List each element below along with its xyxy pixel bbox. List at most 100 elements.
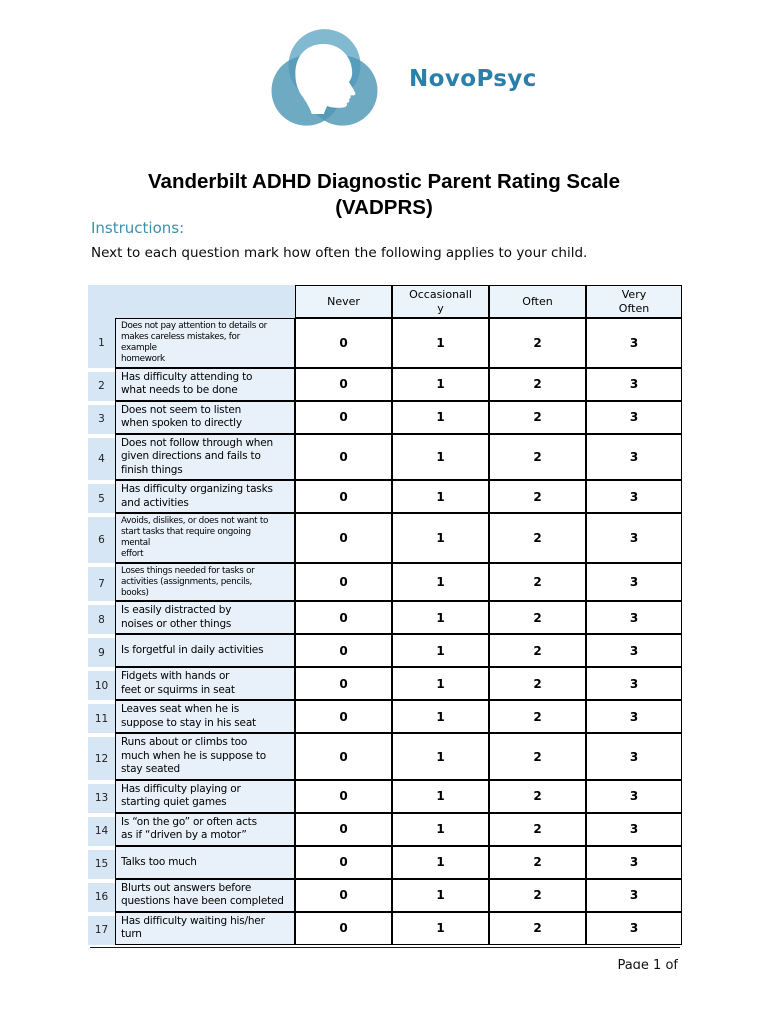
rating-cell-never[interactable]: 0 [295, 812, 392, 846]
table-row: 6 Avoids, dislikes, or does not want to … [88, 513, 682, 563]
rating-cell-occasionally[interactable]: 1 [392, 601, 489, 635]
rating-cell-occasionally[interactable]: 1 [392, 480, 489, 514]
rating-cell-never[interactable]: 0 [295, 480, 392, 514]
rating-cell-occasionally[interactable]: 1 [392, 513, 489, 563]
question-cell: Is easily distracted by noises or other … [115, 601, 295, 635]
rating-cell-very-often[interactable]: 3 [586, 480, 682, 514]
rating-cell-occasionally[interactable]: 1 [392, 400, 489, 434]
footer-rule [90, 947, 680, 948]
rating-cell-never[interactable]: 0 [295, 562, 392, 602]
table-row: 13 Has difficulty playing or starting qu… [88, 779, 682, 813]
column-header-very-often: Very Often [586, 285, 682, 318]
rating-cell-often[interactable]: 2 [489, 433, 586, 481]
rating-cell-often[interactable]: 2 [489, 513, 586, 563]
rating-cell-very-often[interactable]: 3 [586, 634, 682, 668]
table-row: 8 Is easily distracted by noises or othe… [88, 601, 682, 635]
rating-cell-very-often[interactable]: 3 [586, 513, 682, 563]
rating-cell-never[interactable]: 0 [295, 367, 392, 401]
header-row: Never Occasionall y Often Very Often [88, 285, 682, 318]
rating-cell-very-often[interactable]: 3 [586, 318, 682, 368]
rating-cell-occasionally[interactable]: 1 [392, 845, 489, 879]
rating-cell-occasionally[interactable]: 1 [392, 700, 489, 734]
rating-cell-often[interactable]: 2 [489, 779, 586, 813]
page-title-line2: (VADPRS) [335, 196, 433, 219]
rating-cell-very-often[interactable]: 3 [586, 367, 682, 401]
table-row: 10 Fidgets with hands or feet or squirms… [88, 667, 682, 701]
rating-cell-often[interactable]: 2 [489, 562, 586, 602]
table-row: 14 Is “on the go” or often acts as if “d… [88, 812, 682, 846]
row-number: 2 [88, 367, 115, 401]
rating-cell-occasionally[interactable]: 1 [392, 911, 489, 945]
rating-cell-occasionally[interactable]: 1 [392, 733, 489, 780]
rating-cell-never[interactable]: 0 [295, 433, 392, 481]
rating-cell-very-often[interactable]: 3 [586, 878, 682, 912]
rating-cell-often[interactable]: 2 [489, 911, 586, 945]
rating-cell-very-often[interactable]: 3 [586, 911, 682, 945]
rating-cell-never[interactable]: 0 [295, 400, 392, 434]
rating-cell-never[interactable]: 0 [295, 601, 392, 635]
rating-cell-often[interactable]: 2 [489, 700, 586, 734]
rating-cell-never[interactable]: 0 [295, 779, 392, 813]
page-title-line1: Vanderbilt ADHD Diagnostic Parent Rating… [148, 170, 620, 193]
rating-cell-never[interactable]: 0 [295, 700, 392, 734]
rating-cell-occasionally[interactable]: 1 [392, 779, 489, 813]
rating-cell-occasionally[interactable]: 1 [392, 812, 489, 846]
rating-cell-often[interactable]: 2 [489, 667, 586, 701]
rating-cell-occasionally[interactable]: 1 [392, 367, 489, 401]
row-number: 11 [88, 700, 115, 734]
rating-cell-occasionally[interactable]: 1 [392, 433, 489, 481]
rating-cell-often[interactable]: 2 [489, 400, 586, 434]
table-row: 15 Talks too much 0 1 2 3 [88, 845, 682, 879]
rating-cell-often[interactable]: 2 [489, 601, 586, 635]
rating-cell-occasionally[interactable]: 1 [392, 562, 489, 602]
rating-cell-often[interactable]: 2 [489, 318, 586, 368]
rating-cell-often[interactable]: 2 [489, 878, 586, 912]
rating-cell-often[interactable]: 2 [489, 367, 586, 401]
rating-cell-very-often[interactable]: 3 [586, 433, 682, 481]
row-number: 17 [88, 911, 115, 945]
rating-cell-never[interactable]: 0 [295, 513, 392, 563]
table-row: 4 Does not follow through when given dir… [88, 433, 682, 481]
rating-cell-never[interactable]: 0 [295, 667, 392, 701]
rating-cell-occasionally[interactable]: 1 [392, 878, 489, 912]
question-cell: Has difficulty waiting his/her turn [115, 911, 295, 945]
column-header-occasionally: Occasionall y [392, 285, 489, 318]
question-cell: Avoids, dislikes, or does not want to st… [115, 513, 295, 563]
question-cell: Fidgets with hands or feet or squirms in… [115, 667, 295, 701]
row-number: 1 [88, 318, 115, 368]
rating-cell-occasionally[interactable]: 1 [392, 318, 489, 368]
rating-cell-very-often[interactable]: 3 [586, 700, 682, 734]
rating-cell-never[interactable]: 0 [295, 845, 392, 879]
rating-cell-often[interactable]: 2 [489, 733, 586, 780]
row-number: 9 [88, 634, 115, 668]
rating-cell-never[interactable]: 0 [295, 733, 392, 780]
novopsyc-head-icon [271, 29, 378, 126]
rating-cell-often[interactable]: 2 [489, 812, 586, 846]
rating-cell-occasionally[interactable]: 1 [392, 667, 489, 701]
row-number: 10 [88, 667, 115, 701]
rating-cell-often[interactable]: 2 [489, 634, 586, 668]
rating-cell-occasionally[interactable]: 1 [392, 634, 489, 668]
table-row: 5 Has difficulty organizing tasks and ac… [88, 480, 682, 514]
rating-cell-very-often[interactable]: 3 [586, 845, 682, 879]
rating-cell-very-often[interactable]: 3 [586, 733, 682, 780]
rating-cell-never[interactable]: 0 [295, 318, 392, 368]
rating-cell-never[interactable]: 0 [295, 911, 392, 945]
rating-cell-never[interactable]: 0 [295, 878, 392, 912]
table-row: 1 Does not pay attention to details or m… [88, 318, 682, 368]
rating-cell-very-often[interactable]: 3 [586, 667, 682, 701]
rating-cell-often[interactable]: 2 [489, 480, 586, 514]
rating-cell-very-often[interactable]: 3 [586, 562, 682, 602]
rating-cell-very-often[interactable]: 3 [586, 812, 682, 846]
table-row: 7 Loses things needed for tasks or activ… [88, 562, 682, 602]
rating-cell-never[interactable]: 0 [295, 634, 392, 668]
table-row: 12 Runs about or climbs too much when he… [88, 733, 682, 780]
row-number: 12 [88, 733, 115, 780]
row-number: 4 [88, 433, 115, 481]
rating-cell-very-often[interactable]: 3 [586, 601, 682, 635]
rating-cell-very-often[interactable]: 3 [586, 400, 682, 434]
rating-cell-very-often[interactable]: 3 [586, 779, 682, 813]
question-cell: Runs about or climbs too much when he is… [115, 733, 295, 780]
rating-cell-often[interactable]: 2 [489, 845, 586, 879]
